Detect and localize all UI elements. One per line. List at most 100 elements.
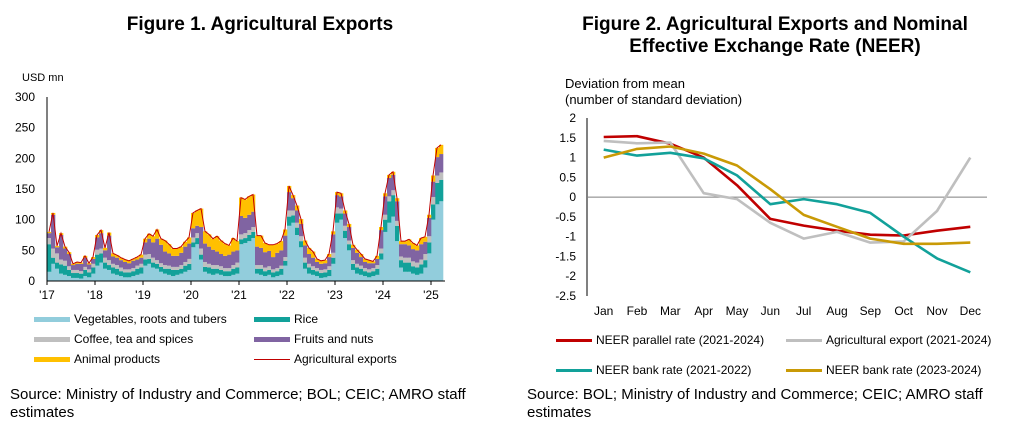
area-segment (99, 262, 104, 281)
area-segment (287, 210, 292, 217)
area-segment (243, 233, 248, 239)
area-segment (379, 230, 384, 249)
area-segment (127, 260, 132, 264)
area-segment (395, 225, 400, 242)
area-segment (383, 196, 388, 215)
area-segment (239, 197, 244, 216)
area-segment (299, 241, 304, 248)
area-segment (271, 269, 276, 273)
area-segment (275, 268, 280, 272)
area-segment (299, 247, 304, 281)
y-tick-label: -2.5 (555, 289, 576, 303)
area-segment (359, 268, 364, 275)
area-segment (75, 277, 80, 281)
area-segment (127, 272, 132, 278)
area-segment (219, 269, 224, 275)
area-segment (403, 244, 408, 258)
area-segment (123, 272, 128, 278)
area-segment (291, 222, 296, 281)
area-segment (415, 245, 420, 251)
area-segment (367, 269, 372, 273)
area-segment (319, 263, 324, 270)
area-segment (339, 196, 344, 209)
area-segment (95, 237, 100, 250)
figure2-ylabel: Deviation from mean (number of standard … (565, 76, 742, 108)
area-segment (207, 246, 212, 264)
area-segment (171, 276, 176, 281)
area-segment (107, 265, 112, 270)
area-segment (111, 273, 116, 281)
area-segment (151, 257, 156, 263)
area-segment (219, 274, 224, 281)
area-segment (71, 277, 76, 281)
area-segment (55, 268, 60, 281)
area-segment (119, 271, 124, 277)
area-segment (439, 201, 444, 281)
legend-label: NEER bank rate (2023-2024) (826, 363, 982, 377)
area-segment (47, 271, 52, 281)
area-segment (87, 269, 92, 273)
area-segment (103, 268, 108, 281)
area-segment (363, 261, 368, 269)
area-segment (323, 263, 328, 270)
area-segment (267, 266, 272, 270)
area-segment (207, 273, 212, 281)
area-segment (203, 231, 208, 244)
area-segment (191, 228, 196, 238)
area-segment (151, 242, 156, 258)
area-segment (127, 269, 132, 273)
area-segment (147, 263, 152, 281)
area-segment (403, 271, 408, 281)
legend-line-swatch (786, 338, 822, 342)
area-segment (215, 265, 220, 269)
area-segment (435, 147, 440, 158)
area-segment (435, 182, 440, 205)
area-segment (407, 257, 412, 263)
x-tick-label: '18 (87, 288, 103, 302)
area-segment (231, 265, 236, 269)
area-segment (227, 271, 232, 277)
area-segment (175, 255, 180, 267)
area-segment (183, 265, 188, 272)
area-segment (419, 238, 424, 245)
area-segment (327, 257, 332, 267)
area-segment (299, 223, 304, 237)
area-segment (243, 238, 248, 243)
area-segment (411, 273, 416, 281)
area-segment (91, 267, 96, 274)
area-segment (315, 268, 320, 272)
area-segment (399, 260, 404, 268)
area-segment (379, 253, 384, 260)
series-line-neer-parallel-rate-2021-2024- (603, 134, 971, 237)
area-segment (343, 238, 348, 281)
area-segment (283, 235, 288, 258)
area-segment (63, 274, 68, 281)
area-segment (419, 259, 424, 265)
area-segment (99, 248, 104, 254)
area-segment (407, 239, 412, 246)
area-segment (395, 241, 400, 281)
area-segment (379, 259, 384, 281)
area-segment (103, 247, 108, 251)
area-segment (223, 255, 228, 269)
area-segment (267, 274, 272, 281)
area-segment (251, 194, 256, 212)
series-vegetables-roots-and-tubers (47, 201, 444, 281)
legend-label: Vegetables, roots and tubers (74, 312, 227, 326)
area-segment (199, 259, 204, 281)
area-segment (367, 260, 372, 264)
area-segment (259, 247, 264, 266)
area-segment (431, 204, 436, 220)
area-segment (167, 268, 172, 275)
legend-line-swatch (556, 338, 592, 342)
area-segment (87, 264, 92, 270)
area-segment (75, 273, 80, 278)
area-segment (171, 266, 176, 270)
area-segment (355, 252, 360, 264)
y-tick-label: 0 (28, 274, 35, 288)
series-rice (47, 179, 444, 279)
area-segment (123, 269, 128, 273)
y-tick-label: 300 (15, 90, 35, 104)
legend-item-rice: Rice (254, 312, 318, 326)
area-segment (155, 263, 160, 269)
